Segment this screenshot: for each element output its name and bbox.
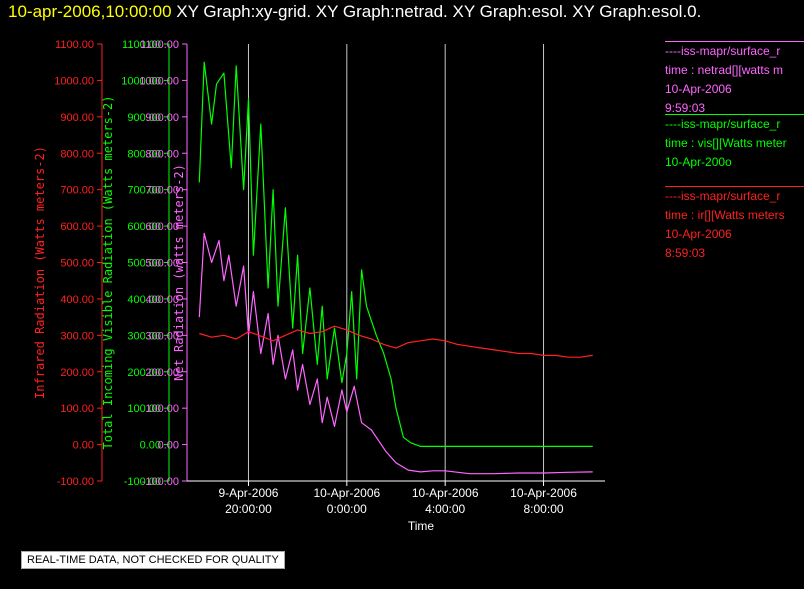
y-tick-label: 200.00 (60, 367, 94, 379)
y-tick-label: 300.00 (127, 330, 161, 342)
y-tick-label: 100.00 (60, 403, 94, 415)
y-tick-label: 700.00 (127, 185, 161, 197)
y-tick-label: -100.00 (142, 476, 179, 488)
y-tick-label: 400.00 (127, 294, 161, 306)
y-tick-label: -100.00 (124, 476, 161, 488)
y-tick-label: 400.00 (60, 294, 94, 306)
graph-list: XY Graph:xy-grid. XY Graph:netrad. XY Gr… (176, 2, 702, 21)
x-axis-label: Time (408, 519, 435, 533)
x-tick-label: 20:00:00 (225, 502, 272, 516)
legend-vis-line: ----iss-mapr/surface_r (665, 114, 804, 134)
header-title: 10-apr-2006,10:00:00 XY Graph:xy-grid. X… (8, 2, 701, 22)
legend-netrad: ----iss-mapr/surface_r time : netrad[][w… (665, 41, 804, 118)
legend-ir: ----iss-mapr/surface_r time : ir[][Watts… (665, 186, 804, 263)
y-axis-label: Infrared Radiation (Watts meters-2) (33, 146, 47, 399)
y-tick-label: 500.00 (127, 258, 161, 270)
y-tick-label: 1100.00 (140, 39, 179, 51)
y-tick-label: 1000.00 (139, 75, 179, 87)
y-axis-label: Total Incoming Visible Radiation (Watts … (101, 95, 115, 449)
y-tick-label: 700.00 (60, 185, 94, 197)
y-tick-label: 100.00 (127, 403, 161, 415)
y-tick-label: 800.00 (145, 148, 179, 160)
y-tick-label: 900.00 (145, 112, 179, 124)
y-tick-label: 100.00 (145, 403, 179, 415)
series-line (198, 232, 593, 475)
y-tick-label: 200.00 (127, 367, 161, 379)
legend-ir-line: 8:59:03 (665, 246, 706, 260)
y-tick-label: 300.00 (145, 330, 179, 342)
y-tick-label: -100.00 (57, 476, 94, 488)
y-tick-label: 600.00 (60, 221, 94, 233)
legend-vis-line: time : vis[][Watts meter (665, 136, 787, 150)
y-tick-label: 900.00 (127, 112, 161, 124)
y-tick-label: 700.00 (145, 185, 179, 197)
quality-notice: REAL-TIME DATA, NOT CHECKED FOR QUALITY (21, 551, 285, 569)
y-tick-label: 200.00 (145, 367, 179, 379)
y-tick-label: 1000.00 (54, 75, 94, 87)
series-line (199, 325, 593, 358)
y-tick-label: 1100.00 (55, 39, 94, 51)
x-tick-label: 0:00:00 (327, 502, 367, 516)
x-tick-label: 9-Apr-2006 (218, 486, 278, 500)
y-tick-label: 800.00 (127, 148, 161, 160)
y-tick-label: 0.00 (140, 440, 161, 452)
legend-vis: ----iss-mapr/surface_r time : vis[][Watt… (665, 114, 804, 172)
legend-vis-line: 10-Apr-200o (665, 155, 732, 169)
y-tick-label: 500.00 (145, 258, 179, 270)
y-tick-label: 1000.00 (121, 75, 161, 87)
x-tick-label: 10-Apr-2006 (313, 486, 380, 500)
x-tick-label: 8:00:00 (524, 502, 564, 516)
y-axis-label: Net Radiation (watts meters-2) (172, 164, 186, 381)
y-tick-label: 500.00 (60, 258, 94, 270)
series-line (198, 61, 593, 447)
legend-ir-line: ----iss-mapr/surface_r (665, 186, 804, 206)
y-tick-label: 600.00 (145, 221, 179, 233)
legend-netrad-line: 10-Apr-2006 (665, 82, 732, 96)
legend-ir-line: 10-Apr-2006 (665, 227, 732, 241)
legend-netrad-line: 9:59:03 (665, 101, 706, 115)
legend-ir-line: time : ir[][Watts meters (665, 208, 785, 222)
legend-netrad-line: time : netrad[][watts m (665, 63, 784, 77)
y-tick-label: 1100.00 (122, 39, 161, 51)
x-tick-label: 10-Apr-2006 (412, 486, 479, 500)
y-tick-label: 0.00 (73, 440, 94, 452)
timestamp: 10-apr-2006,10:00:00 (8, 2, 172, 21)
y-tick-label: 400.00 (145, 294, 179, 306)
y-tick-label: 800.00 (60, 148, 94, 160)
y-tick-label: 600.00 (127, 221, 161, 233)
y-tick-label: 0.00 (158, 440, 179, 452)
legend-netrad-line: ----iss-mapr/surface_r (665, 41, 804, 61)
y-tick-label: 900.00 (60, 112, 94, 124)
x-tick-label: 10-Apr-2006 (510, 486, 577, 500)
x-tick-label: 4:00:00 (425, 502, 465, 516)
y-tick-label: 300.00 (60, 330, 94, 342)
